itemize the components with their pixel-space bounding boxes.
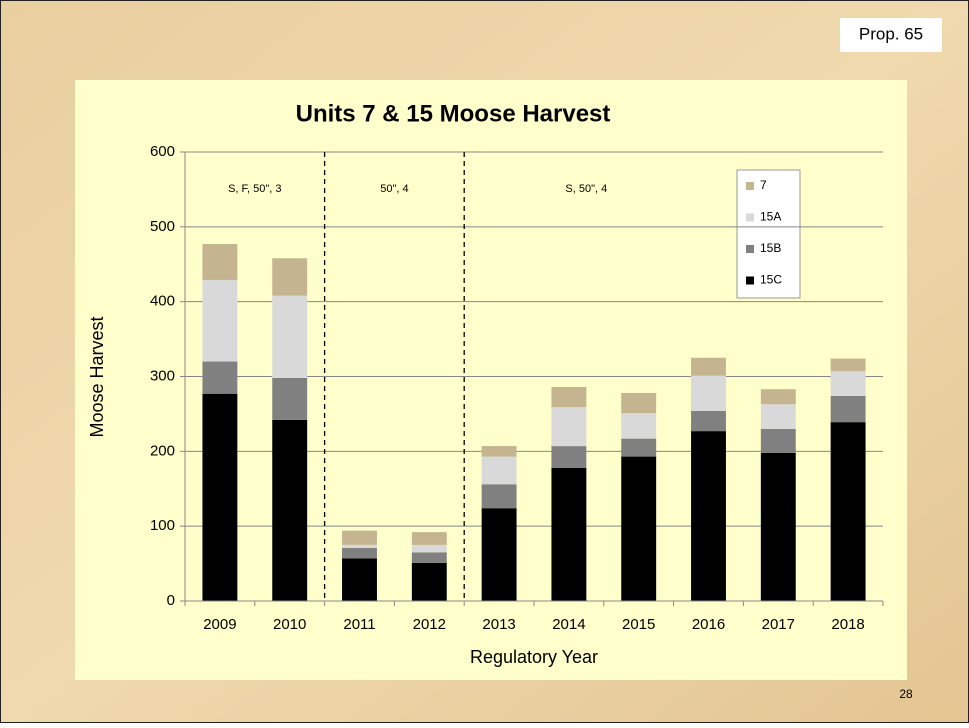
bar-segment — [760, 452, 796, 601]
bar-segment — [272, 295, 308, 378]
bar-segment — [830, 358, 866, 372]
bar-segment — [691, 410, 726, 432]
x-tick-label: 2016 — [692, 616, 725, 633]
bar-segment — [691, 357, 726, 376]
bar-segment — [411, 544, 447, 553]
x-tick-label: 2010 — [273, 616, 306, 633]
period-annotation: S, 50", 4 — [565, 183, 607, 195]
x-tick-label: 2009 — [203, 616, 236, 633]
period-annotation: S, F, 50", 3 — [228, 183, 281, 195]
legend-swatch — [746, 182, 754, 190]
bar-segment — [760, 428, 796, 453]
x-tick-label: 2018 — [831, 616, 864, 633]
bar-segment — [202, 244, 238, 280]
bar-segment — [621, 438, 657, 457]
legend-label: 15A — [760, 210, 781, 224]
bar-segment — [830, 371, 866, 396]
bar-segment — [691, 431, 726, 601]
bar-segment — [481, 446, 517, 457]
y-axis-label: Moose Harvest — [87, 316, 107, 437]
x-tick-label: 2017 — [762, 616, 795, 633]
bar-segment — [342, 544, 377, 548]
bar-segment — [621, 456, 657, 601]
bar-segment — [202, 361, 238, 394]
bar-segment — [551, 386, 587, 408]
legend-swatch — [746, 245, 754, 253]
bar-segment — [551, 446, 587, 468]
period-annotation: 50", 4 — [380, 183, 408, 195]
bar-segment — [411, 532, 447, 545]
chart-title: Units 7 & 15 Moose Harvest — [296, 100, 611, 127]
legend-swatch — [746, 213, 754, 222]
bar-segment — [411, 562, 447, 601]
bar-segment — [272, 258, 308, 296]
bar-segment — [691, 375, 726, 411]
x-tick-label: 2015 — [622, 616, 655, 633]
bar-segment — [760, 404, 796, 429]
bar-segment — [621, 392, 657, 414]
bar-segment — [411, 552, 447, 563]
x-axis-label: Regulatory Year — [470, 647, 598, 667]
prop-label: Prop. 65 — [859, 24, 923, 43]
bar-segment — [272, 419, 308, 601]
bar-segment — [481, 508, 517, 601]
bar-segment — [551, 467, 587, 601]
prop-box — [840, 18, 942, 52]
bar-segment — [830, 422, 866, 601]
y-tick-label: 100 — [150, 517, 175, 534]
bar-segment — [760, 389, 796, 405]
legend-label: 7 — [760, 178, 767, 192]
bar-segment — [202, 279, 238, 362]
bar-segment — [342, 558, 377, 601]
x-tick-label: 2012 — [413, 616, 446, 633]
bar-segment — [830, 395, 866, 423]
x-tick-label: 2013 — [482, 616, 515, 633]
x-tick-label: 2014 — [552, 616, 585, 633]
legend-swatch — [746, 276, 754, 285]
legend-label: 15B — [760, 241, 781, 255]
bar-segment — [342, 530, 377, 545]
bar-segment — [342, 547, 377, 559]
legend-label: 15C — [760, 273, 782, 287]
bar-segment — [202, 393, 238, 601]
y-tick-label: 600 — [150, 143, 175, 160]
bar-segment — [272, 377, 308, 420]
bar-segment — [481, 484, 517, 509]
y-tick-label: 400 — [150, 293, 175, 310]
bar-segment — [551, 407, 587, 447]
y-tick-label: 0 — [167, 592, 175, 609]
x-tick-label: 2011 — [343, 616, 375, 633]
page-number: 28 — [899, 687, 913, 701]
y-tick-label: 300 — [150, 367, 175, 384]
y-tick-label: 500 — [150, 218, 175, 235]
bar-segment — [621, 413, 657, 439]
y-tick-label: 200 — [150, 442, 175, 459]
bar-segment — [481, 456, 517, 485]
